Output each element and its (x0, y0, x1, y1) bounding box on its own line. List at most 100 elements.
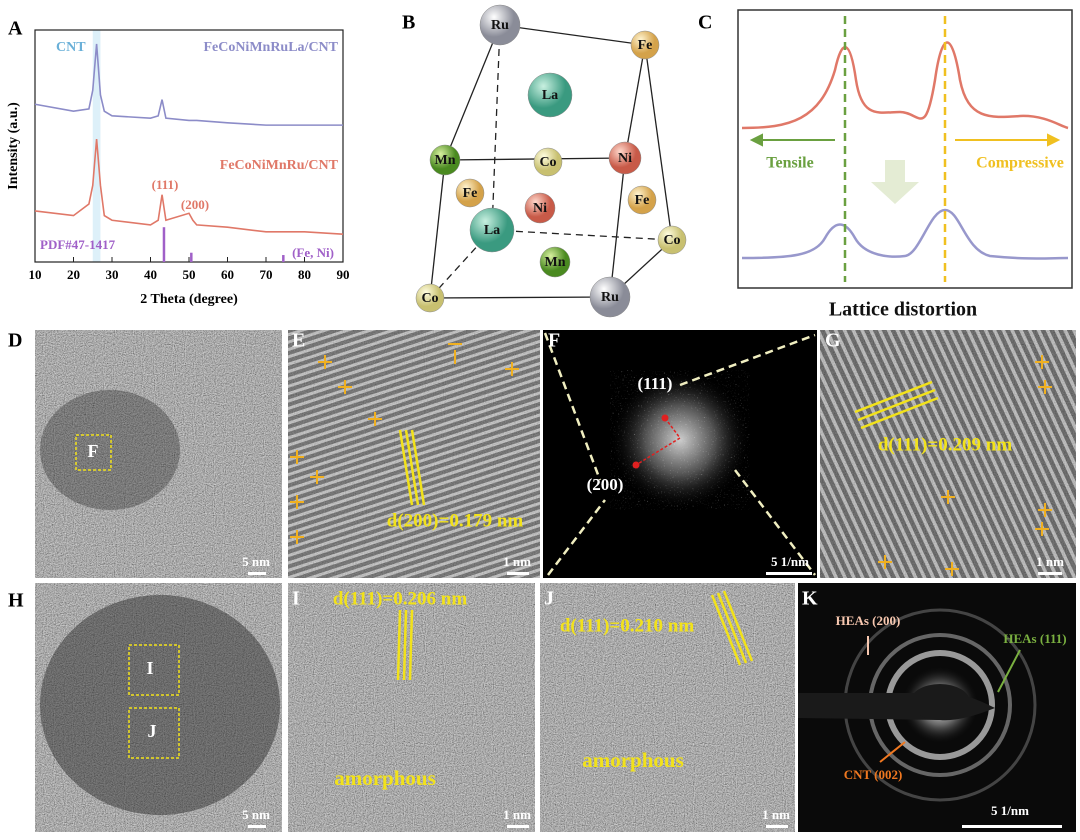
atom-label: Ni (533, 201, 547, 216)
spacing-label: d(111)=0.210 nm (560, 615, 695, 636)
box-label: F (88, 441, 99, 461)
lattice-lines (398, 429, 426, 506)
scale-label: 1 nm (1036, 554, 1064, 569)
note: amorphous (582, 748, 684, 772)
cell-edge (644, 44, 673, 241)
ring-label: HEAs (111) (1003, 631, 1066, 646)
scale-bar (248, 825, 266, 828)
atom (657, 225, 687, 255)
atom-label: Co (421, 291, 438, 306)
atom (455, 178, 485, 208)
hrtem-image: J d(111)=0.210 nm amorphous 1 nm (540, 583, 795, 832)
distortion-schematic: Tensile Compressive Lattice distortion (737, 9, 1073, 321)
scale-bar (248, 572, 266, 575)
scale-bar (962, 825, 1062, 828)
spacing-label: d(111)=0.209 nm (878, 434, 1013, 455)
scale-bar (766, 572, 812, 575)
x-tick-label: 10 (29, 267, 42, 282)
atom (524, 192, 556, 224)
compressive-label: Compressive (976, 155, 1064, 172)
cell-edge (499, 24, 646, 46)
fft-pattern: F (111) (200) 5 1/nm (543, 330, 817, 578)
tem-image: I J 5 nm (35, 583, 282, 832)
image (35, 583, 282, 832)
note: amorphous (334, 766, 436, 790)
atom (539, 246, 571, 278)
pointer (879, 741, 906, 763)
scale-label: 1 nm (762, 807, 790, 822)
ring-label: CNT (002) (844, 767, 903, 782)
dislocations (878, 355, 1052, 576)
cell-edge (491, 24, 501, 231)
x-tick-label: 20 (67, 267, 80, 282)
relaxed-curve (741, 208, 1069, 260)
hrtem-image: I d(111)=0.206 nm amorphous 1 nm (288, 583, 535, 832)
atom (429, 144, 461, 176)
cell-edge (429, 159, 446, 299)
series-label: FeCoNiMnRuLa/CNT (203, 40, 338, 55)
atom (533, 147, 563, 177)
reference-label: PDF#47-1417 (40, 237, 116, 252)
zoom-box (128, 707, 180, 759)
xrd-plot: 10 20 30 40 50 60 70 80 90 2 Theta (degree) Intens… (6, 29, 350, 307)
x-tick-label: 60 (221, 267, 234, 282)
panel-label: B (402, 12, 415, 34)
tensile-arrow (749, 133, 835, 147)
fft-filtered-image: G d(111)=0.209 nm 1 nm (820, 330, 1076, 578)
x-tick-label: 40 (144, 267, 157, 282)
x-tick-label: 90 (337, 267, 350, 282)
strained-curve (741, 41, 1069, 130)
series-label: FeCoNiMnRu/CNT (220, 158, 339, 173)
atom-label: Mn (545, 255, 566, 270)
atom (630, 30, 660, 60)
x-tick-label: 50 (183, 267, 196, 282)
panel-label: F (548, 330, 560, 352)
down-arrow (871, 160, 919, 204)
peak-label: (111) (152, 177, 179, 192)
compressive-arrow (955, 133, 1061, 147)
lattice-lines (396, 609, 414, 681)
panel-label: I (292, 588, 300, 610)
noise (820, 330, 1076, 578)
tensile-label: Tensile (766, 155, 813, 172)
cell-edge (609, 157, 626, 298)
atom (479, 4, 521, 46)
atom-label: Mn (435, 153, 456, 168)
atom-label: Ru (491, 18, 509, 33)
atom-label: La (542, 88, 558, 103)
box-label: J (148, 721, 157, 741)
scale-bar (507, 572, 529, 575)
cnt-label: CNT (56, 40, 86, 55)
scale-bar (507, 825, 529, 828)
panel-label: D (8, 330, 22, 352)
particle (40, 595, 280, 815)
cell-edge (429, 296, 611, 299)
caption: Lattice distortion (829, 299, 977, 321)
particle (40, 390, 180, 510)
atom (627, 185, 657, 215)
image (540, 583, 795, 832)
scale-label: 5 1/nm (991, 803, 1029, 818)
atom (608, 141, 642, 175)
scale-bar (766, 825, 788, 828)
atom-label: Fe (463, 186, 478, 201)
zoom-box (128, 644, 180, 696)
tem-image: F 5 nm (35, 330, 282, 578)
pointer (997, 649, 1021, 693)
y-axis-label: Intensity (a.u.) (6, 102, 21, 190)
atom-label: Ni (618, 151, 632, 166)
spot-label: (200) (587, 475, 624, 494)
fft-filtered-image: E d(200)=0.179 nm 1 nm (288, 330, 540, 578)
atom (415, 283, 445, 313)
box-label: I (146, 658, 153, 678)
x-tick-label: 30 (106, 267, 119, 282)
panel-label: H (8, 590, 24, 612)
lattice-lines (854, 380, 939, 430)
zoom-lines (543, 332, 816, 576)
ring-label: HEAs (200) (836, 613, 901, 628)
x-tick-label: 80 (298, 267, 311, 282)
xrd-curve (34, 43, 343, 126)
atom-label: Ru (601, 290, 619, 305)
panel-label: E (292, 330, 305, 352)
